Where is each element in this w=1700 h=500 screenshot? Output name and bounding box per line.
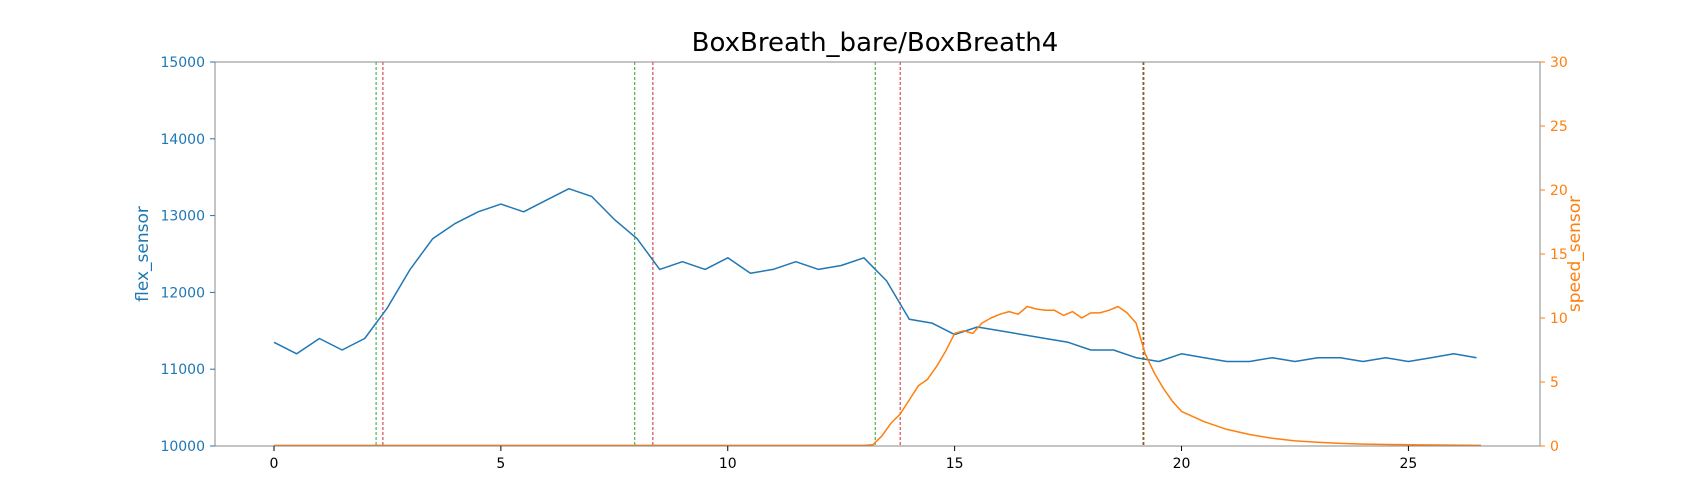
y-tick-label-left: 12000 [160,285,205,301]
y-tick-label-right: 15 [1550,247,1568,263]
speed-series-line [274,305,1482,447]
y-tick-label-left: 10000 [160,439,205,455]
x-tick-label: 25 [1399,456,1417,472]
y-tick-label-right: 10 [1550,311,1568,327]
plot-frame [214,61,1541,447]
x-tick-label: 5 [496,456,505,472]
y-tick-label-left: 15000 [160,55,205,71]
y-axis-label-left: flex_sensor [133,206,153,302]
x-tick-label: 15 [946,456,964,472]
y-tick-label-right: 20 [1550,183,1568,199]
y-tick-label-right: 30 [1550,55,1568,71]
y-tick-label-left: 11000 [160,362,205,378]
y-tick-label-right: 0 [1550,439,1559,455]
chart-title: BoxBreath_bare/BoxBreath4 [692,28,1059,58]
plot-area [273,62,1482,447]
x-tick-label: 20 [1173,456,1191,472]
y-axis-label-right: speed_sensor [1565,196,1585,312]
y-tick-label-left: 14000 [160,132,205,148]
y-tick-label-right: 5 [1550,375,1559,391]
x-tick-label: 0 [270,456,279,472]
x-tick-label: 10 [719,456,737,472]
flex-series-line [273,187,1477,363]
y-tick-label-right: 25 [1550,119,1568,135]
y-tick-label-left: 13000 [160,209,205,225]
axis-ticks: 0 5 10 15 20 25 10000 11000 12000 13000 14000 15000… [160,55,1567,472]
